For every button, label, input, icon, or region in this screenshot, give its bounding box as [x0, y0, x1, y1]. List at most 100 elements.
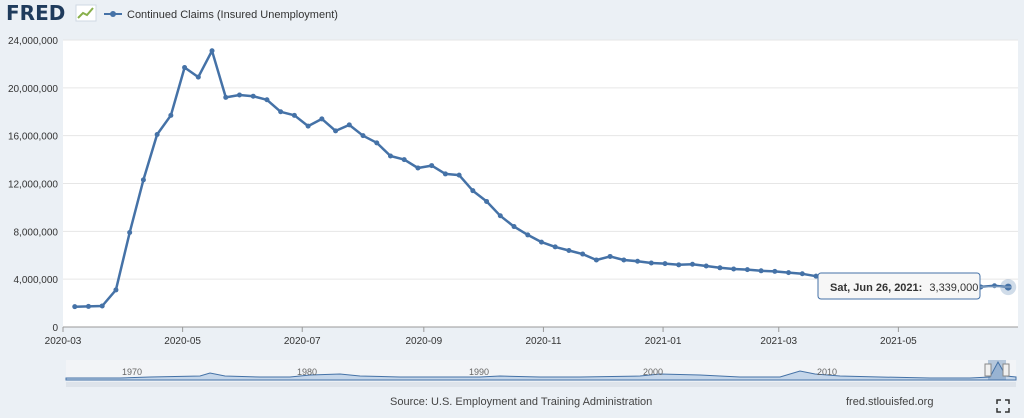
data-point[interactable] — [223, 94, 229, 100]
x-tick-label: 2021-05 — [880, 336, 917, 347]
data-point[interactable] — [552, 244, 558, 250]
fred-logo-graph-icon — [75, 4, 97, 22]
data-point[interactable] — [607, 253, 613, 259]
data-point[interactable] — [360, 133, 366, 139]
y-tick-label: 8,000,000 — [14, 227, 59, 238]
data-point[interactable] — [566, 247, 572, 253]
data-point[interactable] — [442, 171, 448, 177]
x-tick-label: 2020-09 — [405, 336, 442, 347]
data-point[interactable] — [429, 163, 435, 169]
data-point[interactable] — [387, 153, 393, 159]
data-point[interactable] — [813, 273, 819, 279]
navigator-scrollbar[interactable] — [66, 382, 1016, 387]
tooltip: Sat, Jun 26, 2021: 3,339,000 — [817, 272, 1012, 300]
data-point[interactable] — [689, 261, 695, 267]
y-tick-label: 4,000,000 — [14, 275, 59, 286]
data-point[interactable] — [154, 131, 160, 137]
navigator[interactable]: 1970 1980 1990 2000 2010 — [65, 360, 1017, 381]
data-point[interactable] — [456, 172, 462, 178]
data-point[interactable] — [731, 266, 737, 272]
data-point[interactable] — [278, 109, 284, 115]
legend[interactable]: Continued Claims (Insured Unemployment) — [104, 9, 338, 21]
data-point[interactable] — [374, 140, 380, 146]
data-point[interactable] — [319, 116, 325, 122]
data-point[interactable] — [786, 270, 792, 276]
data-point[interactable] — [593, 257, 599, 263]
legend-marker-icon — [110, 11, 116, 17]
data-point[interactable] — [168, 112, 174, 118]
data-point[interactable] — [264, 97, 270, 103]
data-point[interactable] — [621, 257, 627, 263]
navigator-label: 1990 — [469, 367, 489, 377]
tooltip-date: Sat, Jun 26, 2021: — [830, 282, 922, 294]
data-point[interactable] — [127, 230, 133, 236]
y-tick-label: 16,000,000 — [8, 132, 58, 143]
data-point[interactable] — [305, 123, 311, 129]
fred-logo[interactable]: FRED — [6, 1, 97, 25]
y-tick-label: 20,000,000 — [8, 84, 58, 95]
data-point[interactable] — [291, 112, 297, 118]
data-point[interactable] — [113, 287, 119, 293]
tooltip-value: 3,339,000 — [929, 282, 978, 294]
data-point[interactable] — [648, 260, 654, 266]
data-point[interactable] — [182, 65, 188, 71]
fullscreen-icon[interactable] — [996, 399, 1010, 413]
data-point[interactable] — [703, 263, 709, 269]
navigator-series-area — [65, 360, 1017, 381]
data-point[interactable] — [140, 177, 146, 183]
data-point[interactable] — [415, 165, 421, 171]
data-point[interactable] — [401, 157, 407, 163]
data-point[interactable] — [346, 122, 352, 128]
navigator-right-handle[interactable] — [1002, 363, 1010, 377]
x-tick-label: 2020-11 — [525, 336, 561, 347]
navigator-label: 1970 — [122, 367, 142, 377]
data-point[interactable] — [511, 224, 517, 230]
data-point[interactable] — [580, 251, 586, 257]
data-point[interactable] — [99, 303, 105, 309]
data-point[interactable] — [209, 48, 215, 54]
legend-label: Continued Claims (Insured Unemployment) — [127, 9, 338, 21]
grid-lines — [63, 39, 1018, 328]
data-point[interactable] — [525, 232, 531, 238]
data-point[interactable] — [799, 271, 805, 277]
data-point[interactable] — [236, 92, 242, 98]
navigator-label: 1980 — [297, 367, 317, 377]
navigator-label: 2010 — [817, 367, 837, 377]
navigator-selection[interactable] — [988, 360, 1006, 380]
site-link[interactable]: fred.stlouisfed.org — [846, 396, 933, 408]
y-tick-label: 24,000,000 — [8, 36, 58, 47]
y-tick-label: 0 — [52, 323, 58, 334]
data-point[interactable] — [195, 74, 201, 80]
data-point[interactable] — [484, 198, 490, 204]
data-point[interactable] — [85, 303, 91, 309]
navigator-background — [66, 360, 1016, 380]
data-point[interactable] — [635, 258, 641, 264]
data-point[interactable] — [758, 268, 764, 274]
data-point[interactable] — [676, 262, 682, 268]
data-point[interactable] — [470, 188, 476, 194]
data-point[interactable] — [250, 93, 256, 99]
data-point[interactable] — [333, 128, 339, 134]
data-point[interactable] — [717, 265, 723, 271]
tooltip-box — [817, 272, 981, 300]
source-text: Source: U.S. Employment and Training Adm… — [390, 396, 652, 408]
data-point[interactable] — [662, 261, 668, 267]
x-tick-label: 2020-03 — [45, 336, 82, 347]
x-axis: 2020-03 2020-05 2020-07 2020-09 2020-11 2021-… — [45, 326, 1018, 347]
data-point[interactable] — [744, 267, 750, 273]
data-point[interactable] — [772, 268, 778, 274]
navigator-label: 2000 — [643, 367, 663, 377]
x-tick-label: 2020-07 — [284, 336, 321, 347]
x-tick-label: 2021-01 — [645, 336, 682, 347]
x-tick-label: 2020-05 — [164, 336, 201, 347]
fred-logo-text: FRED — [6, 1, 65, 25]
data-point[interactable] — [497, 213, 503, 219]
data-point[interactable] — [72, 304, 78, 310]
y-axis: 0 4,000,000 8,000,000 12,000,000 16,000,000 2… — [8, 36, 59, 334]
y-tick-label: 12,000,000 — [8, 180, 58, 191]
navigator-left-handle[interactable] — [984, 363, 992, 377]
svg-text:Sat, Jun 26, 2021: 3,339: Sat, Jun 26, 2021: 3,339,000 — [830, 282, 978, 294]
x-tick-label: 2021-03 — [760, 336, 797, 347]
data-point[interactable] — [538, 239, 544, 245]
